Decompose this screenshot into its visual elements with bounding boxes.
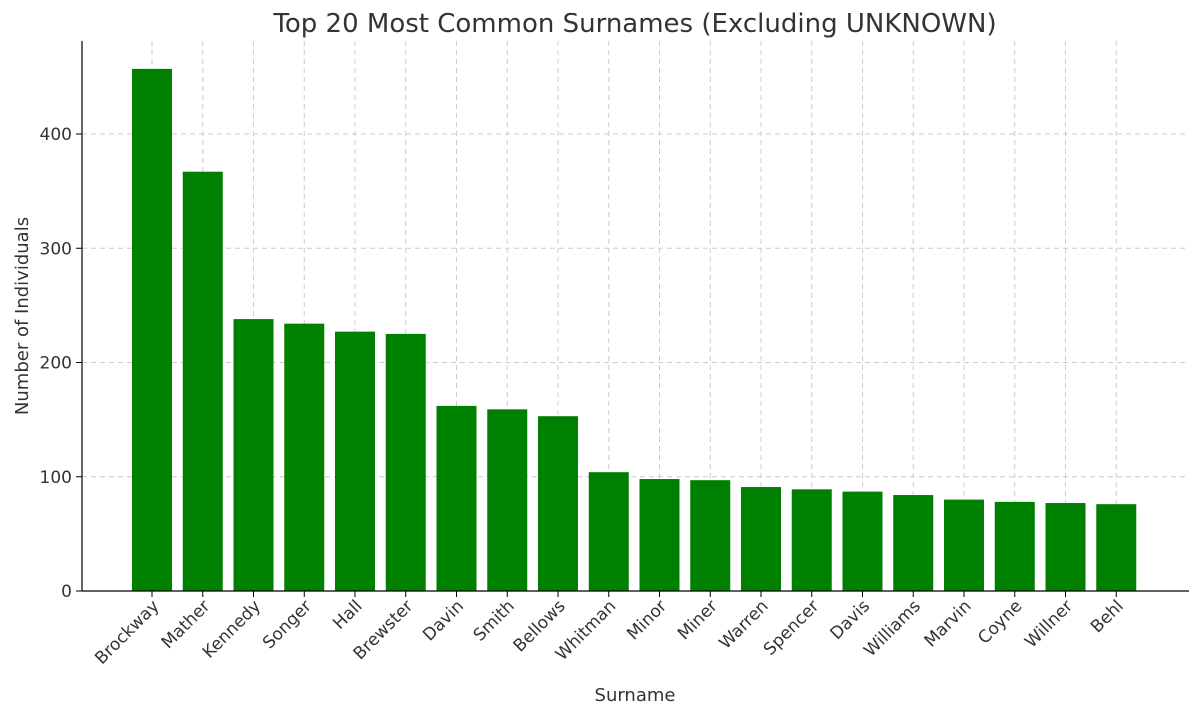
y-tick-label: 0 xyxy=(61,582,72,602)
bar-behl xyxy=(1096,504,1137,591)
axes xyxy=(81,41,1189,592)
bar-songer xyxy=(284,323,325,591)
x-tick-label: Willner xyxy=(1021,596,1077,652)
bar-davin xyxy=(436,405,477,591)
x-tick-label: Minor xyxy=(623,596,671,644)
x-tick-label: Brockway xyxy=(91,596,163,668)
bars xyxy=(132,68,1137,591)
x-tick-label: Hall xyxy=(329,596,366,633)
bar-minor xyxy=(639,479,680,591)
bar-marvin xyxy=(944,499,984,591)
x-tick-label: Marvin xyxy=(921,596,976,651)
bar-brewster xyxy=(385,333,426,591)
bar-warren xyxy=(741,487,781,591)
y-tick-label: 200 xyxy=(40,354,72,374)
x-tick-label: Smith xyxy=(470,596,519,645)
x-tick-label: Williams xyxy=(860,596,925,661)
y-tick-label: 400 xyxy=(40,125,72,145)
x-axis-label: Surname xyxy=(595,685,676,706)
bar-miner xyxy=(690,480,731,591)
x-tick-label: Coyne xyxy=(974,596,1026,648)
y-ticks: 0 100 200 300 400 xyxy=(40,125,82,602)
x-tick-label: Behl xyxy=(1087,596,1128,637)
bar-brockway xyxy=(132,68,172,591)
bar-williams xyxy=(893,495,934,591)
bar-kennedy xyxy=(233,319,274,591)
bar-whitman xyxy=(588,472,629,591)
bar-mather xyxy=(182,171,223,591)
chart-title: Top 20 Most Common Surnames (Excluding U… xyxy=(272,9,996,39)
bar-willner xyxy=(1045,503,1086,591)
bar-smith xyxy=(487,409,528,591)
bar-davis xyxy=(842,491,883,591)
x-tick-label: Davin xyxy=(419,596,468,645)
y-tick-label: 300 xyxy=(40,239,72,259)
x-tick-label: Spencer xyxy=(760,596,823,659)
bar-hall xyxy=(335,331,375,591)
y-axis-label: Number of Individuals xyxy=(12,217,33,415)
x-tick-label: Davis xyxy=(827,596,875,644)
bar-spencer xyxy=(791,489,832,591)
bar-bellows xyxy=(538,416,578,591)
y-tick-label: 100 xyxy=(40,468,72,488)
bar-coyne xyxy=(994,501,1035,591)
x-tick-label: Miner xyxy=(674,596,722,644)
x-tick-label: Songer xyxy=(259,596,316,653)
